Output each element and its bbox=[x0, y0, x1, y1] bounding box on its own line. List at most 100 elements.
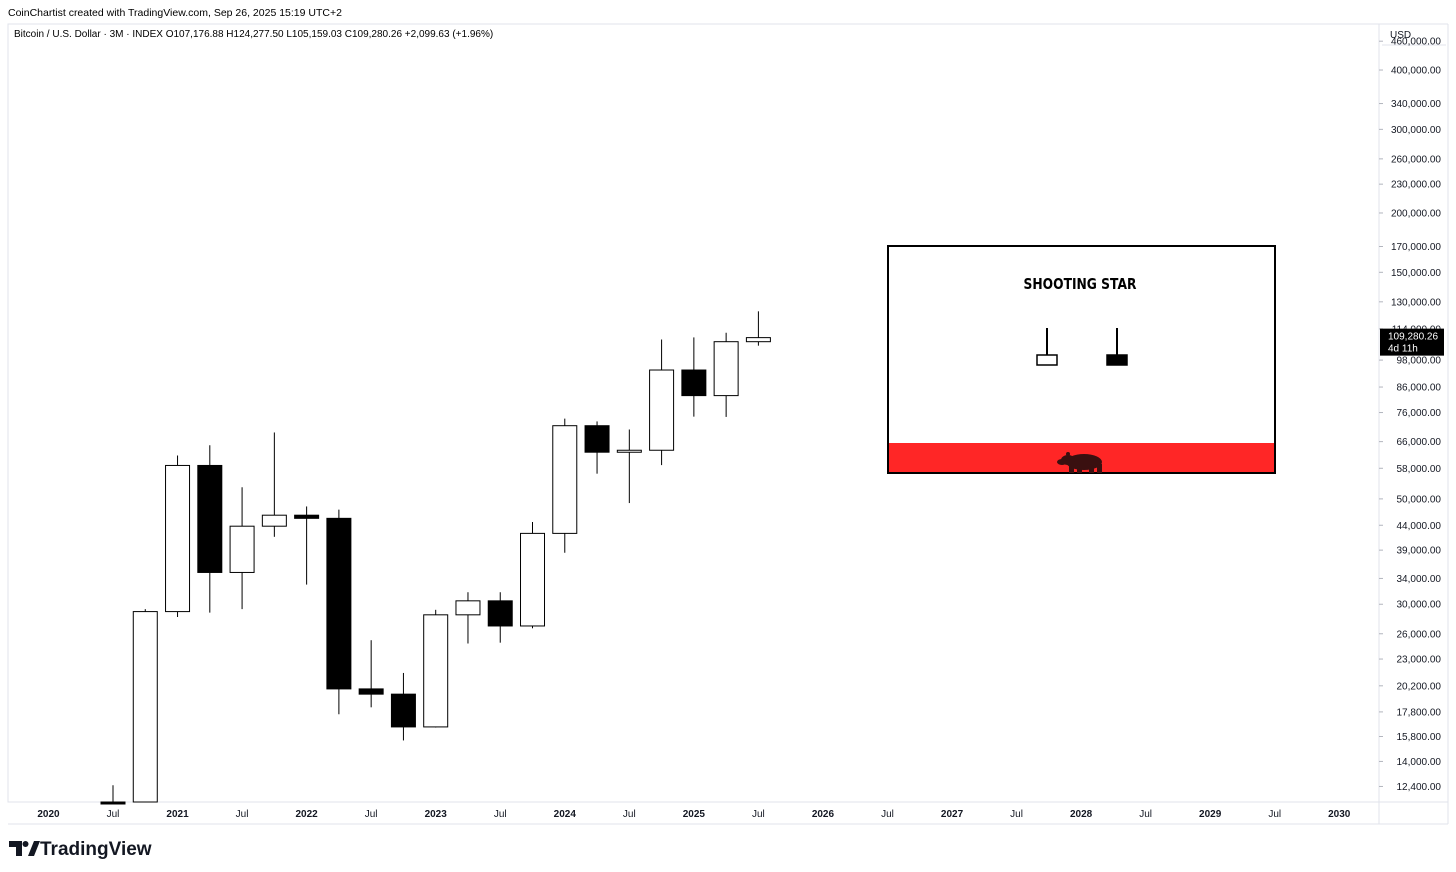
price-tick-label: 14,000.00 bbox=[1397, 757, 1442, 768]
price-tick-label: 23,000.00 bbox=[1397, 655, 1442, 666]
currency-label[interactable]: USD bbox=[1390, 30, 1411, 41]
price-tick-label: 76,000.00 bbox=[1397, 408, 1442, 419]
candle-body-down bbox=[584, 425, 610, 453]
candle[interactable] bbox=[132, 609, 158, 803]
candle-body-down bbox=[390, 693, 416, 728]
price-axis[interactable]: 460,000.00 400,000.00 340,000.00 300,000.00… bbox=[1379, 37, 1441, 793]
time-tick-year: 2027 bbox=[941, 809, 964, 820]
time-axis[interactable]: 2020 Jul 2021 Jul 2022 Jul 2023 Jul 2024 Jul 2025 J… bbox=[37, 809, 1350, 820]
candle[interactable] bbox=[584, 421, 610, 474]
candle-body-down bbox=[681, 369, 707, 397]
candle[interactable] bbox=[487, 592, 513, 643]
candle-body-up bbox=[520, 532, 546, 627]
price-tick-label: 230,000.00 bbox=[1391, 180, 1441, 191]
candle[interactable] bbox=[261, 432, 287, 537]
candle[interactable] bbox=[552, 418, 578, 553]
time-tick-month: Jul bbox=[881, 809, 894, 820]
price-tick-label: 130,000.00 bbox=[1391, 297, 1441, 308]
candle[interactable] bbox=[390, 672, 416, 741]
candle[interactable] bbox=[100, 785, 126, 805]
price-tick-label: 15,800.00 bbox=[1397, 732, 1442, 743]
bar-countdown: 4d 11h bbox=[1388, 344, 1418, 355]
time-tick-year: 2022 bbox=[295, 809, 318, 820]
candle-body-up bbox=[165, 464, 191, 613]
bear-silhouette-icon bbox=[1057, 452, 1102, 473]
candle-body-up bbox=[261, 514, 287, 527]
candle-body-up bbox=[455, 600, 481, 616]
candle[interactable] bbox=[455, 592, 481, 644]
annotation-title: SHOOTING STAR bbox=[1024, 276, 1137, 293]
time-tick-month: Jul bbox=[107, 809, 120, 820]
price-tick-label: 170,000.00 bbox=[1391, 242, 1441, 253]
candle[interactable] bbox=[745, 311, 771, 346]
price-tick-label: 30,000.00 bbox=[1397, 600, 1442, 611]
time-tick-year: 2025 bbox=[683, 809, 706, 820]
price-tick-label: 66,000.00 bbox=[1397, 437, 1442, 448]
tradingview-logo[interactable]: TradingView bbox=[9, 839, 152, 860]
example-filled-candle bbox=[1106, 354, 1128, 366]
time-tick-month: Jul bbox=[494, 809, 507, 820]
price-tick-label: 58,000.00 bbox=[1397, 464, 1442, 475]
time-tick-month: Jul bbox=[1010, 809, 1023, 820]
price-tick-label: 39,000.00 bbox=[1397, 546, 1442, 557]
time-tick-month: Jul bbox=[1139, 809, 1152, 820]
price-tick-label: 300,000.00 bbox=[1391, 125, 1441, 136]
price-tick-label: 340,000.00 bbox=[1391, 99, 1441, 110]
candle[interactable] bbox=[681, 337, 707, 417]
candle-body-up bbox=[745, 337, 771, 343]
symbol-legend[interactable]: Bitcoin / U.S. Dollar · 3M · INDEX O107,… bbox=[14, 29, 493, 40]
attribution-text: CoinChartist created with TradingView.co… bbox=[8, 7, 342, 19]
time-tick-year: 2029 bbox=[1199, 809, 1222, 820]
price-tick-label: 17,800.00 bbox=[1397, 707, 1442, 718]
candle[interactable] bbox=[358, 640, 384, 708]
candle-body-down bbox=[326, 517, 352, 690]
time-tick-year: 2024 bbox=[554, 809, 577, 820]
candle[interactable] bbox=[229, 487, 255, 610]
candle-body-up bbox=[552, 425, 578, 534]
candle[interactable] bbox=[520, 521, 546, 629]
price-tick-label: 20,200.00 bbox=[1397, 681, 1442, 692]
candle-body-down bbox=[100, 801, 126, 805]
time-tick-month: Jul bbox=[1268, 809, 1281, 820]
candle-body-up bbox=[616, 449, 642, 453]
candle-body-up bbox=[423, 614, 449, 728]
price-tick-label: 460,000.00 bbox=[1391, 37, 1441, 48]
price-tick-label: 12,400.00 bbox=[1397, 782, 1442, 793]
time-tick-month: Jul bbox=[752, 809, 765, 820]
time-tick-year: 2026 bbox=[812, 809, 835, 820]
current-price-value: 109,280.26 bbox=[1388, 332, 1438, 343]
current-price-tag-bg bbox=[1380, 328, 1444, 356]
candle[interactable] bbox=[423, 609, 449, 728]
price-tick-label: 260,000.00 bbox=[1391, 154, 1441, 165]
candle[interactable] bbox=[197, 445, 223, 613]
price-tick-label: 86,000.00 bbox=[1397, 383, 1442, 394]
candle-body-up bbox=[649, 369, 675, 451]
time-tick-year: 2021 bbox=[166, 809, 189, 820]
candle-body-down bbox=[487, 600, 513, 627]
candle[interactable] bbox=[713, 332, 739, 417]
price-tick-label: 50,000.00 bbox=[1397, 494, 1442, 505]
tradingview-logo-text: TradingView bbox=[40, 839, 152, 860]
price-tick-label: 44,000.00 bbox=[1397, 521, 1442, 532]
time-tick-month: Jul bbox=[623, 809, 636, 820]
candle[interactable] bbox=[294, 506, 320, 585]
candle[interactable] bbox=[165, 455, 191, 618]
example-hollow-candle bbox=[1036, 354, 1058, 366]
candle[interactable] bbox=[326, 509, 352, 715]
candle-body-up bbox=[713, 341, 739, 397]
candle-body-up bbox=[229, 525, 255, 573]
time-tick-month: Jul bbox=[236, 809, 249, 820]
shooting-star-annotation[interactable]: SHOOTING STAR bbox=[887, 245, 1276, 474]
price-tick-label: 400,000.00 bbox=[1391, 66, 1441, 77]
candle[interactable] bbox=[616, 429, 642, 504]
candle-body-up bbox=[132, 611, 158, 803]
time-tick-month: Jul bbox=[365, 809, 378, 820]
current-price-tag: 109,280.26 4d 11h bbox=[1380, 328, 1444, 356]
price-tick-label: 34,000.00 bbox=[1397, 574, 1442, 585]
candlestick-series bbox=[100, 311, 771, 805]
price-tick-label: 200,000.00 bbox=[1391, 208, 1441, 219]
candle[interactable] bbox=[649, 339, 675, 466]
price-tick-label: 98,000.00 bbox=[1397, 356, 1442, 367]
time-tick-year: 2023 bbox=[425, 809, 448, 820]
